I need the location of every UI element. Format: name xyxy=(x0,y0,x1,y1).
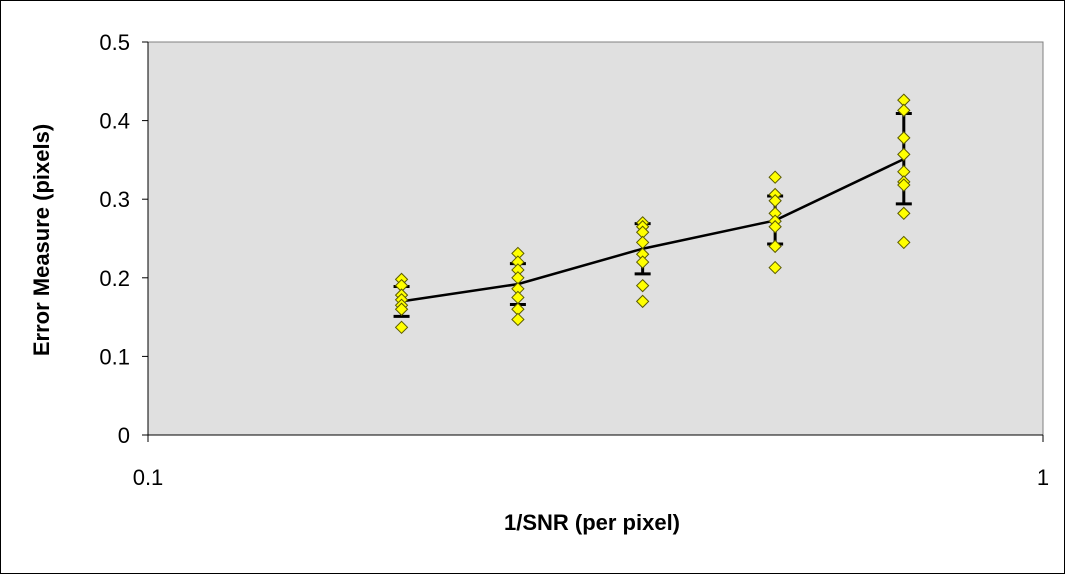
data-point xyxy=(768,220,782,234)
y-tick-label: 0.4 xyxy=(99,109,130,134)
y-tick-label: 0.5 xyxy=(99,30,130,55)
y-tick-label: 0 xyxy=(118,423,130,448)
y-axis: 0 0.1 0.2 0.3 0.4 0.5 xyxy=(99,30,149,448)
data-point xyxy=(768,260,782,275)
data-point xyxy=(897,147,911,162)
data-point xyxy=(897,131,911,145)
data-point xyxy=(768,239,782,254)
data-points xyxy=(394,93,911,335)
x-axis-title: 1/SNR (per pixel) xyxy=(504,510,680,535)
x-tick-label: 1 xyxy=(1037,465,1049,490)
data-point xyxy=(768,170,782,184)
y-tick-label: 0.3 xyxy=(99,187,130,212)
plot-area xyxy=(147,41,1044,436)
data-point xyxy=(897,103,911,118)
data-point xyxy=(635,255,650,269)
data-point xyxy=(394,302,409,316)
x-axis: 0.1 1 xyxy=(133,434,1049,490)
data-point xyxy=(635,294,650,309)
data-point xyxy=(635,278,650,293)
data-point xyxy=(394,320,409,335)
y-tick-label: 0.1 xyxy=(99,344,130,369)
x-tick-label: 0.1 xyxy=(133,465,164,490)
data-point xyxy=(897,178,911,192)
data-point xyxy=(897,235,911,250)
data-point xyxy=(897,206,911,221)
y-axis-title: Error Measure (pixels) xyxy=(29,124,54,356)
y-tick-label: 0.2 xyxy=(99,266,130,291)
data-point xyxy=(511,312,525,327)
